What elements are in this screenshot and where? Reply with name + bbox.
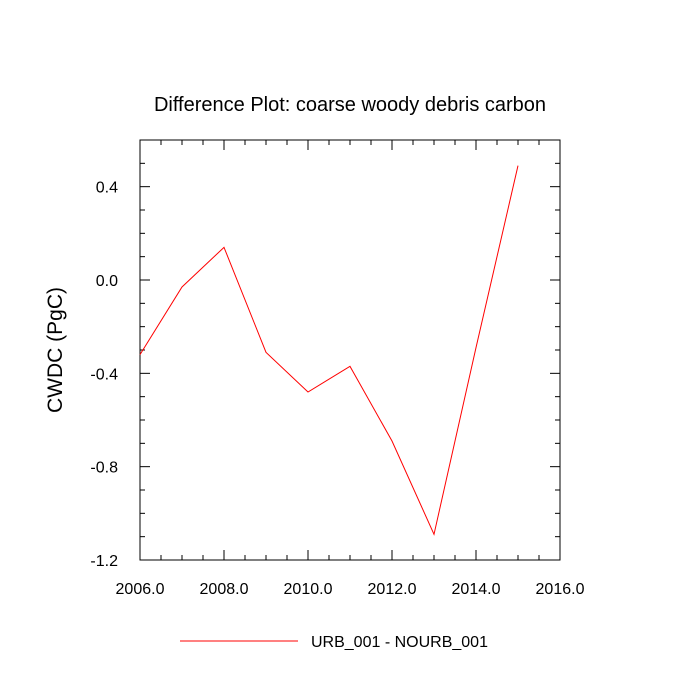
legend-label: URB_001 - NOURB_001 (311, 634, 488, 651)
x-tick-label: 2008.0 (200, 581, 249, 598)
y-tick-label: 0.4 (96, 180, 118, 197)
series-line (139, 165, 519, 536)
y-tick-label: -1.2 (90, 553, 118, 570)
y-tick-label: -0.4 (90, 366, 118, 383)
x-tick-label: 2006.0 (116, 581, 165, 598)
legend: URB_001 - NOURB_001 (180, 634, 488, 651)
x-tick-label: 2012.0 (368, 581, 417, 598)
y-tick-label: -0.8 (90, 460, 118, 477)
y-axis-label: CWDC (PgC) (44, 287, 67, 413)
series-layer (139, 165, 519, 536)
x-tick-label: 2010.0 (284, 581, 333, 598)
plot-frame (139, 139, 561, 561)
x-tick-label: 2016.0 (536, 581, 585, 598)
chart-title: Difference Plot: coarse woody debris car… (154, 94, 546, 116)
x-tick-label: 2014.0 (452, 581, 501, 598)
axis-tick-labels: 2006.0 2008.0 2010.0 2012.0 2014.0 2016.0 -1.2… (90, 180, 584, 598)
axis-ticks (139, 139, 561, 561)
y-tick-label: 0.0 (96, 273, 118, 290)
